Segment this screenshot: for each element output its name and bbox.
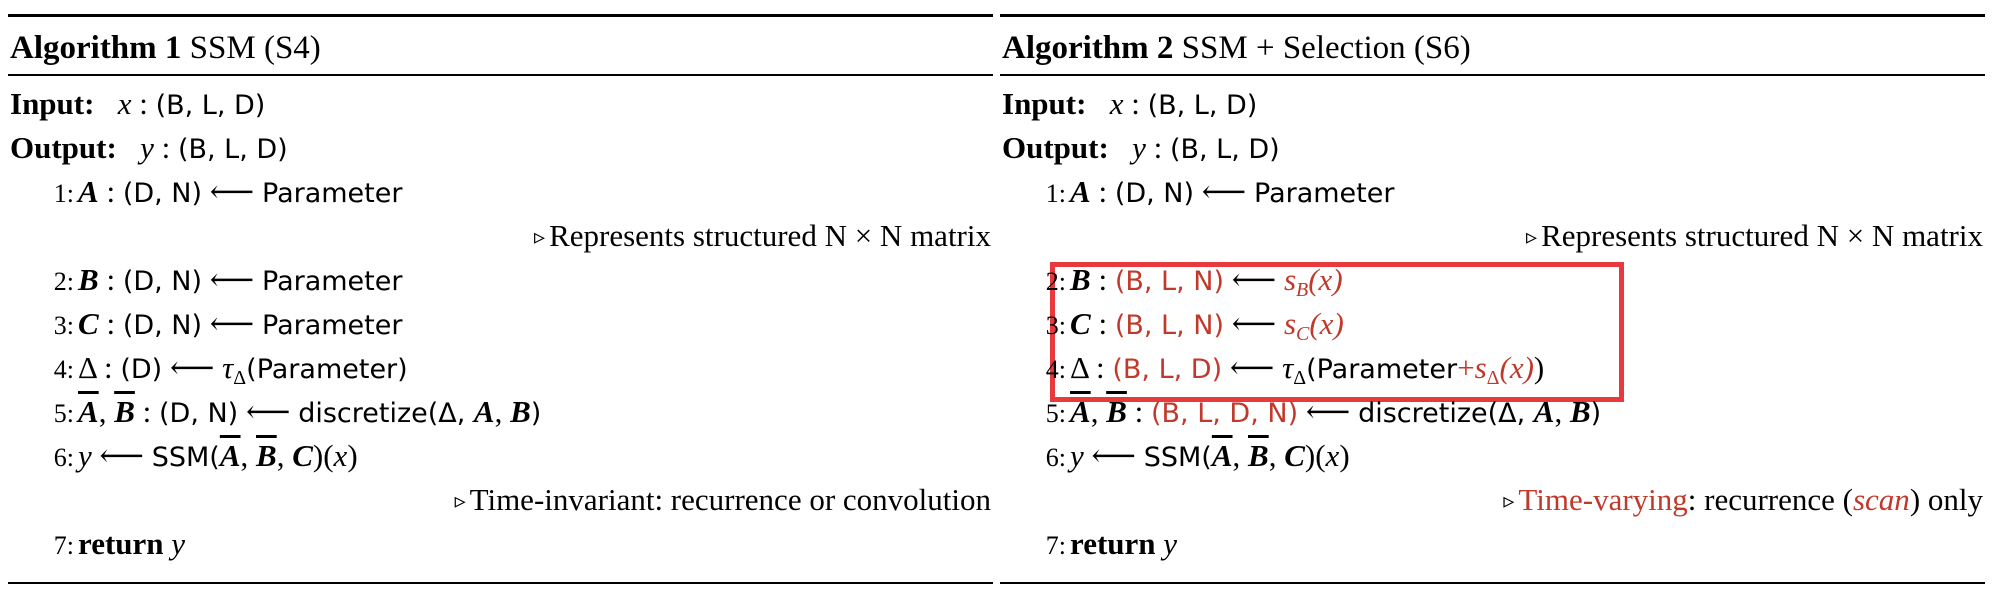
algo-line-3: 3: C : (B, L, N) ⟵ sC(x) <box>1045 306 1344 345</box>
algo-line-2: 2: B : (D, N) ⟵ Parameter <box>53 262 403 297</box>
title-rule <box>8 74 993 76</box>
algo-line-7: 7: return y <box>53 526 186 561</box>
top-rule <box>8 14 993 17</box>
algo-line-1: 1: A : (D, N) ⟵ Parameter <box>53 174 403 209</box>
output-line: Output: y : (B, L, D) <box>10 130 288 165</box>
comment-structured: ▹ Represents structured N × N matrix <box>1526 218 1983 253</box>
title-rule <box>1000 74 1985 76</box>
algo-line-2: 2: B : (B, L, N) ⟵ sB(x) <box>1045 262 1343 301</box>
comment-time-invariant: ▹ Time-invariant: recurrence or convoluti… <box>454 482 991 517</box>
selection-highlight-box <box>1050 262 1624 402</box>
algo-line-3: 3: C : (D, N) ⟵ Parameter <box>53 306 403 341</box>
algorithm-title: Algorithm 1 SSM (S4) <box>10 30 321 66</box>
comment-time-varying: ▹ Time-varying: recurrence (scan) only <box>1503 482 1983 517</box>
bottom-rule <box>1000 582 1985 584</box>
algo-line-6: 6: y ⟵ SSM(A, B, C)(x) <box>53 438 358 473</box>
algo-line-6: 6: y ⟵ SSM(A, B, C)(x) <box>1045 438 1350 473</box>
algorithm-2: Algorithm 2 SSM + Selection (S6) Input: … <box>1000 14 1985 590</box>
top-rule <box>1000 14 1985 17</box>
algo-line-4: 4: Δ : (B, L, D) ⟵ τΔ(Parameter+sΔ(x)) <box>1045 350 1545 389</box>
comment-structured: ▹ Represents structured N × N matrix <box>534 218 991 253</box>
output-line: Output: y : (B, L, D) <box>1002 130 1280 165</box>
input-line: Input: x : (B, L, D) <box>1002 86 1258 121</box>
input-line: Input: x : (B, L, D) <box>10 86 266 121</box>
algo-line-1: 1: A : (D, N) ⟵ Parameter <box>1045 174 1395 209</box>
algo-line-5: 5: A, B : (B, L, D, N) ⟵ discretize(Δ, A,… <box>1045 394 1602 429</box>
algorithm-title: Algorithm 2 SSM + Selection (S6) <box>1002 30 1471 66</box>
algo-line-4: 4: Δ : (D) ⟵ τΔ(Parameter) <box>53 350 408 389</box>
bottom-rule <box>8 582 993 584</box>
algo-line-7: 7: return y <box>1045 526 1178 561</box>
algo-line-5: 5: A, B : (D, N) ⟵ discretize(Δ, A, B) <box>53 394 542 429</box>
algorithm-1: Algorithm 1 SSM (S4) Input: x : (B, L, D… <box>8 14 993 590</box>
